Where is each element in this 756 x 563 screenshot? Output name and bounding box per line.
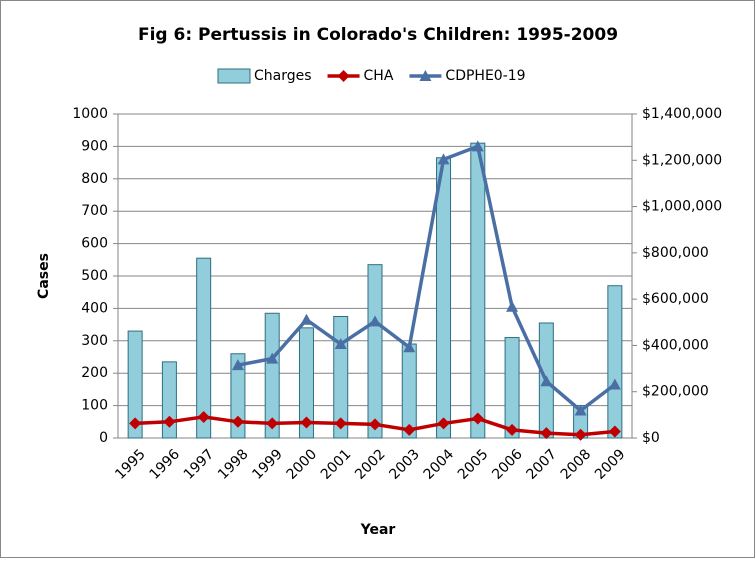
legend-swatch — [217, 68, 251, 84]
bar — [367, 264, 383, 439]
bar — [504, 337, 520, 439]
y-tick-label: 900 — [81, 138, 108, 154]
y2-tick-label: $1,000,000 — [642, 199, 722, 215]
bar — [230, 353, 246, 439]
bar — [161, 361, 177, 439]
marker — [334, 417, 347, 430]
marker — [506, 300, 519, 312]
bar — [436, 157, 452, 439]
bar — [127, 330, 143, 439]
bar — [264, 312, 280, 439]
legend-label: Charges — [254, 68, 312, 84]
y2-tick-label: $0 — [642, 430, 660, 446]
marker — [197, 410, 210, 423]
y-tick-label: 600 — [81, 236, 108, 252]
y2-tick-label: $800,000 — [642, 245, 709, 261]
y-tick-label: 500 — [81, 268, 108, 284]
legend: Charges CHA CDPHE0-19 — [217, 68, 526, 84]
marker — [574, 428, 587, 441]
legend-label: CDPHE0-19 — [445, 68, 525, 84]
y-axis-label: Cases — [36, 253, 52, 299]
marker — [403, 423, 416, 436]
marker — [163, 415, 176, 428]
chart-title: Fig 6: Pertussis in Colorado's Children:… — [138, 25, 618, 45]
marker — [608, 378, 621, 390]
bar — [470, 142, 486, 439]
y2-tick-label: $200,000 — [642, 384, 709, 400]
marker — [471, 412, 484, 425]
marker — [506, 423, 519, 436]
marker — [471, 140, 484, 152]
x-axis-label: Year — [360, 522, 396, 538]
y-tick-label: 300 — [81, 333, 108, 349]
marker — [231, 415, 244, 428]
y2-tick-label: $600,000 — [642, 291, 709, 307]
marker — [437, 417, 450, 430]
marker — [129, 417, 142, 430]
y2-tick-label: $1,400,000 — [642, 106, 722, 122]
bar — [607, 285, 623, 439]
marker — [540, 375, 553, 387]
bar — [298, 327, 314, 439]
marker — [369, 315, 381, 327]
marker — [337, 70, 350, 82]
marker — [300, 416, 313, 429]
y-tick-label: 400 — [81, 300, 108, 316]
marker — [437, 153, 450, 165]
y-tick-label: 0 — [99, 430, 108, 446]
y2-tick-label: $1,200,000 — [642, 152, 722, 168]
marker — [419, 70, 432, 81]
marker — [403, 341, 416, 353]
y-tick-label: 800 — [81, 171, 108, 187]
legend-label: CHA — [364, 68, 394, 84]
y-tick-label: 700 — [81, 203, 108, 219]
marker — [574, 404, 587, 416]
marker — [369, 418, 381, 431]
marker — [334, 338, 347, 350]
y-tick-label: 100 — [81, 398, 108, 414]
bar — [196, 257, 212, 439]
marker — [300, 313, 313, 325]
y-tick-label: 1000 — [72, 106, 108, 122]
marker — [540, 427, 553, 440]
y2-tick-label: $400,000 — [642, 337, 709, 353]
marker — [608, 425, 621, 438]
marker — [231, 359, 244, 371]
marker — [266, 352, 279, 364]
marker — [266, 417, 279, 430]
y-tick-label: 200 — [81, 365, 108, 381]
